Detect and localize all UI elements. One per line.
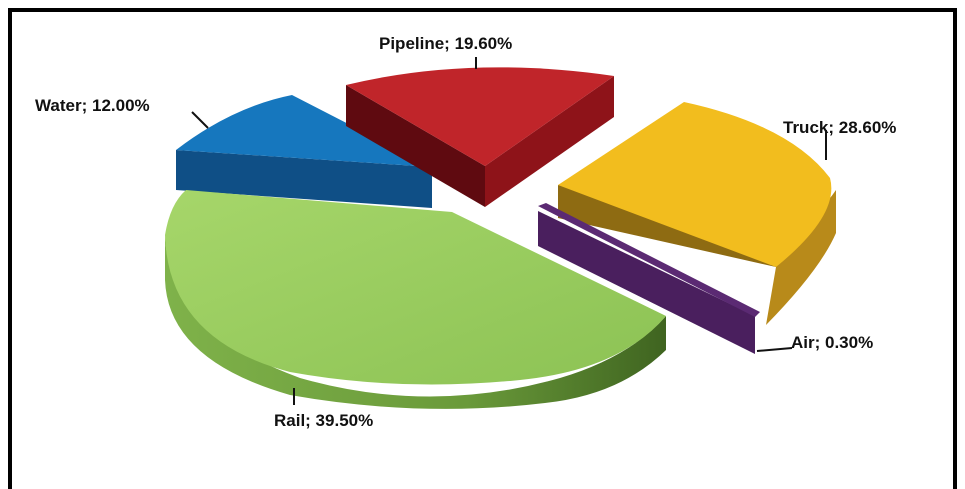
slice-air-top <box>538 203 760 317</box>
label-rail-group: Rail; 39.50% <box>274 388 373 430</box>
slice-truck-top <box>558 102 832 267</box>
leader-line-water <box>191 111 209 129</box>
slice-air <box>538 203 760 354</box>
slice-rail <box>165 190 666 409</box>
label-truck-group: Truck; 28.60% <box>783 118 896 160</box>
label-water-group: Water; 12.00% <box>35 96 209 129</box>
slice-water-top <box>176 95 432 167</box>
leader-line-air <box>756 347 793 352</box>
slice-truck <box>558 102 836 325</box>
label-pipeline-group: Pipeline; 19.60% <box>379 34 512 69</box>
label-air: Air; 0.30% <box>791 333 873 352</box>
label-air-group: Air; 0.30% <box>756 333 873 352</box>
slice-truck-side-outer <box>766 190 836 325</box>
label-truck: Truck; 28.60% <box>783 118 896 137</box>
slice-pipeline-top <box>346 67 614 166</box>
slice-water <box>176 95 432 208</box>
slice-water-side <box>176 150 432 208</box>
slice-pipeline-side-left <box>346 85 485 207</box>
slice-pipeline-side-right <box>485 76 614 207</box>
label-water: Water; 12.00% <box>35 96 150 115</box>
slice-pipeline <box>346 67 614 207</box>
slice-rail-top <box>165 190 666 385</box>
slice-air-side <box>538 211 755 354</box>
label-rail: Rail; 39.50% <box>274 411 373 430</box>
label-pipeline: Pipeline; 19.60% <box>379 34 512 53</box>
